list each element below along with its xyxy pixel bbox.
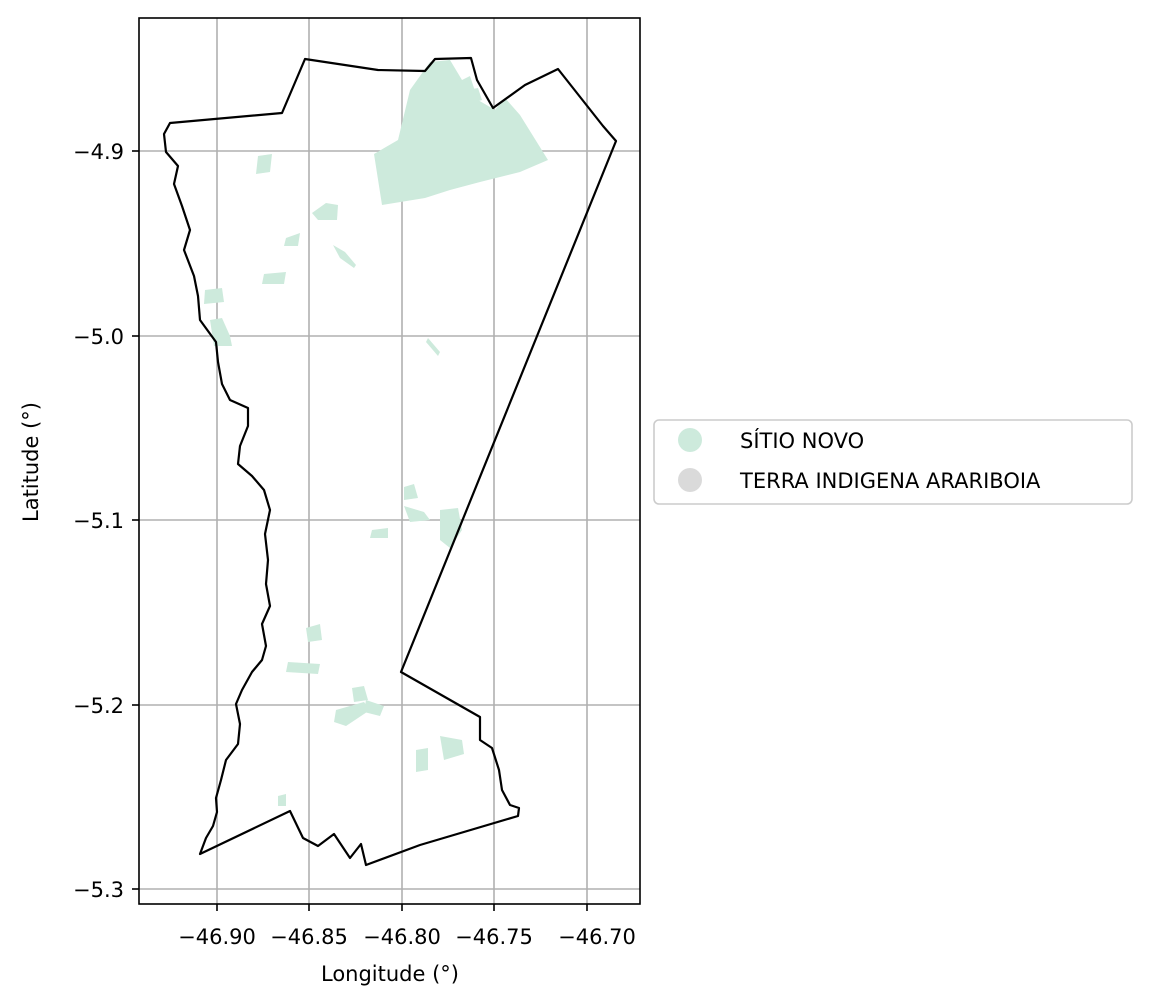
polygon-patch-4 [333, 245, 356, 268]
polygon-patch-2 [312, 203, 338, 220]
legend: SÍTIO NOVO TERRA INDIGENA ARARIBOIA [653, 419, 1133, 505]
y-tick-label-4: −5.2 [73, 694, 124, 718]
plot-frame [138, 17, 641, 905]
polygon-patch-5 [262, 272, 286, 284]
polygon-patch-3 [284, 233, 300, 246]
y-tick-label-3: −5.1 [73, 509, 124, 533]
polygon-north-block [374, 60, 548, 205]
y-tick-label-2: −5.0 [73, 325, 124, 349]
legend-label-sitio-novo: SÍTIO NOVO [740, 428, 864, 453]
polygon-north-small [467, 88, 482, 104]
legend-marker-terra-indigena [678, 468, 702, 492]
polygon-patch-8 [426, 338, 440, 356]
polygon-patch-17 [364, 700, 384, 716]
polygon-patch-12 [370, 528, 388, 538]
legend-marker-sitio-novo [678, 428, 702, 452]
polygon-patch-7 [210, 318, 232, 346]
y-axis-label: Latitude (°) [19, 402, 43, 522]
tick-marks [132, 150, 588, 911]
x-axis-label: Longitude (°) [321, 962, 459, 986]
polygon-patch-6 [204, 288, 224, 304]
polygon-patch-16 [334, 702, 370, 726]
legend-box [653, 419, 1133, 505]
polygon-patch-10 [404, 506, 430, 522]
polygon-patch-11 [440, 508, 462, 548]
x-tick-label-5: −46.70 [558, 925, 636, 949]
x-tick-label-1: −46.90 [178, 925, 256, 949]
polygon-patch-20 [278, 794, 286, 806]
polygon-patch-19 [416, 748, 428, 772]
x-tick-label-4: −46.75 [455, 925, 533, 949]
polygon-patch-13 [306, 624, 322, 642]
territory-boundary [162, 56, 618, 867]
polygon-patch-9 [404, 484, 418, 500]
x-tick-label-2: −46.85 [270, 925, 348, 949]
polygon-patch-18 [440, 736, 464, 760]
y-tick-label-1: −4.9 [73, 140, 124, 164]
land-polygons [204, 60, 548, 806]
polygon-patch-1 [256, 154, 272, 174]
x-tick-label-3: −46.80 [363, 925, 441, 949]
polygon-patch-14 [286, 662, 320, 674]
polygon-patch-15 [352, 686, 368, 702]
legend-label-terra-indigena: TERRA INDIGENA ARARIBOIA [739, 469, 1041, 493]
y-tick-label-5: −5.3 [73, 878, 124, 902]
